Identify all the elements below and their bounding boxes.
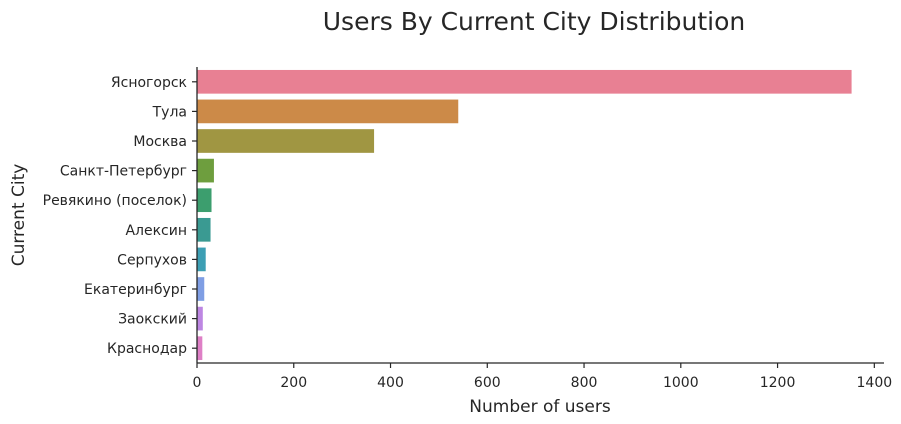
bar-7	[197, 247, 206, 272]
y-tick-label: Москва	[133, 134, 187, 150]
x-tick-label: 0	[193, 375, 202, 391]
y-tick-label: Серпухов	[117, 252, 187, 268]
y-axis-ticks: Ясногорск Тула Москва Санкт-Петербург Ревяки…	[43, 75, 197, 357]
y-tick-label: Ясногорск	[111, 75, 187, 91]
x-tick-label: 600	[474, 375, 501, 391]
x-tick-label: 800	[571, 375, 598, 391]
x-tick-label: 1400	[857, 375, 893, 391]
bar-5	[197, 188, 212, 213]
bar-2	[197, 99, 459, 124]
bar-6	[197, 217, 211, 242]
y-tick-label: Екатеринбург	[84, 282, 187, 298]
y-tick-label: Ревякино (поселок)	[43, 193, 187, 209]
bar-8	[197, 277, 205, 301]
bar-4	[197, 158, 214, 183]
y-tick-label: Краснодар	[107, 341, 187, 357]
y-tick-label: Санкт-Петербург	[60, 164, 187, 180]
bar-10	[197, 336, 203, 361]
chart-title: Users By Current City Distribution	[323, 7, 746, 36]
x-tick-label: 200	[280, 375, 307, 391]
bars-group	[197, 69, 852, 361]
bar-3	[197, 129, 375, 153]
bar-1	[197, 69, 852, 94]
x-axis-ticks: 0 200 400 600 800 1000 1200 1400	[193, 363, 893, 391]
y-tick-label: Тула	[152, 104, 187, 120]
x-axis-label: Number of users	[469, 397, 611, 417]
x-tick-label: 400	[377, 375, 404, 391]
bar-9	[197, 306, 203, 331]
y-tick-label: Алексин	[125, 223, 187, 239]
x-tick-label: 1200	[760, 375, 796, 391]
y-tick-label: Заокский	[118, 312, 187, 328]
x-tick-label: 1000	[663, 375, 699, 391]
y-axis-label: Current City	[9, 164, 29, 267]
